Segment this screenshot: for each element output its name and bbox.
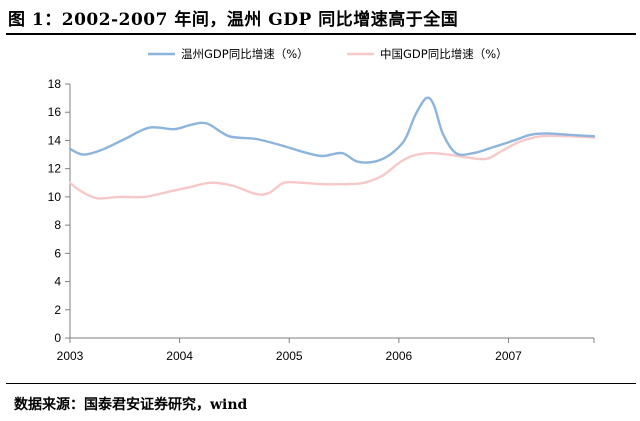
legend: 温州GDP同比增速（%） 中国GDP同比增速（%） <box>148 47 508 61</box>
line-chart: 0 2 4 6 8 10 12 14 16 18 2003 2004 2005 2006 2007 温州G… <box>48 47 596 363</box>
legend-label: 中国GDP同比增速（%） <box>380 47 508 61</box>
legend-item-wenzhou: 温州GDP同比增速（%） <box>148 47 309 61</box>
series-line-wenzhou <box>68 96 596 164</box>
x-tick-label: 2006 <box>386 349 413 363</box>
x-tick-label: 2007 <box>495 349 522 363</box>
y-tick-label: 16 <box>48 105 62 119</box>
x-tick-label: 2005 <box>276 349 303 363</box>
chart-title: 图 1：2002-2007 年间，温州 GDP 同比增速高于全国 <box>8 10 459 30</box>
footer-divider <box>6 383 636 384</box>
title-divider <box>6 33 636 35</box>
series-line-china <box>68 134 596 200</box>
y-axis: 0 2 4 6 8 10 12 14 16 18 <box>48 77 71 345</box>
y-tick-label: 12 <box>48 162 62 176</box>
y-tick-label: 2 <box>54 303 61 317</box>
x-tick-label: 2004 <box>166 349 193 363</box>
data-source: 数据来源：国泰君安证券研究，wind <box>14 397 248 413</box>
title-bar: 图 1：2002-2007 年间，温州 GDP 同比增速高于全国 <box>0 0 640 34</box>
y-tick-label: 6 <box>54 246 61 260</box>
legend-label: 温州GDP同比增速（%） <box>181 47 309 61</box>
x-tick-label: 2003 <box>57 349 84 363</box>
y-tick-label: 18 <box>48 77 62 91</box>
y-tick-label: 10 <box>48 190 62 204</box>
x-axis: 2003 2004 2005 2006 2007 <box>57 337 595 363</box>
y-tick-label: 0 <box>54 331 61 345</box>
y-tick-label: 4 <box>54 275 61 289</box>
y-tick-label: 14 <box>48 133 62 147</box>
legend-item-china: 中国GDP同比增速（%） <box>347 47 508 61</box>
y-tick-label: 8 <box>54 218 61 232</box>
series-layer <box>68 96 596 200</box>
